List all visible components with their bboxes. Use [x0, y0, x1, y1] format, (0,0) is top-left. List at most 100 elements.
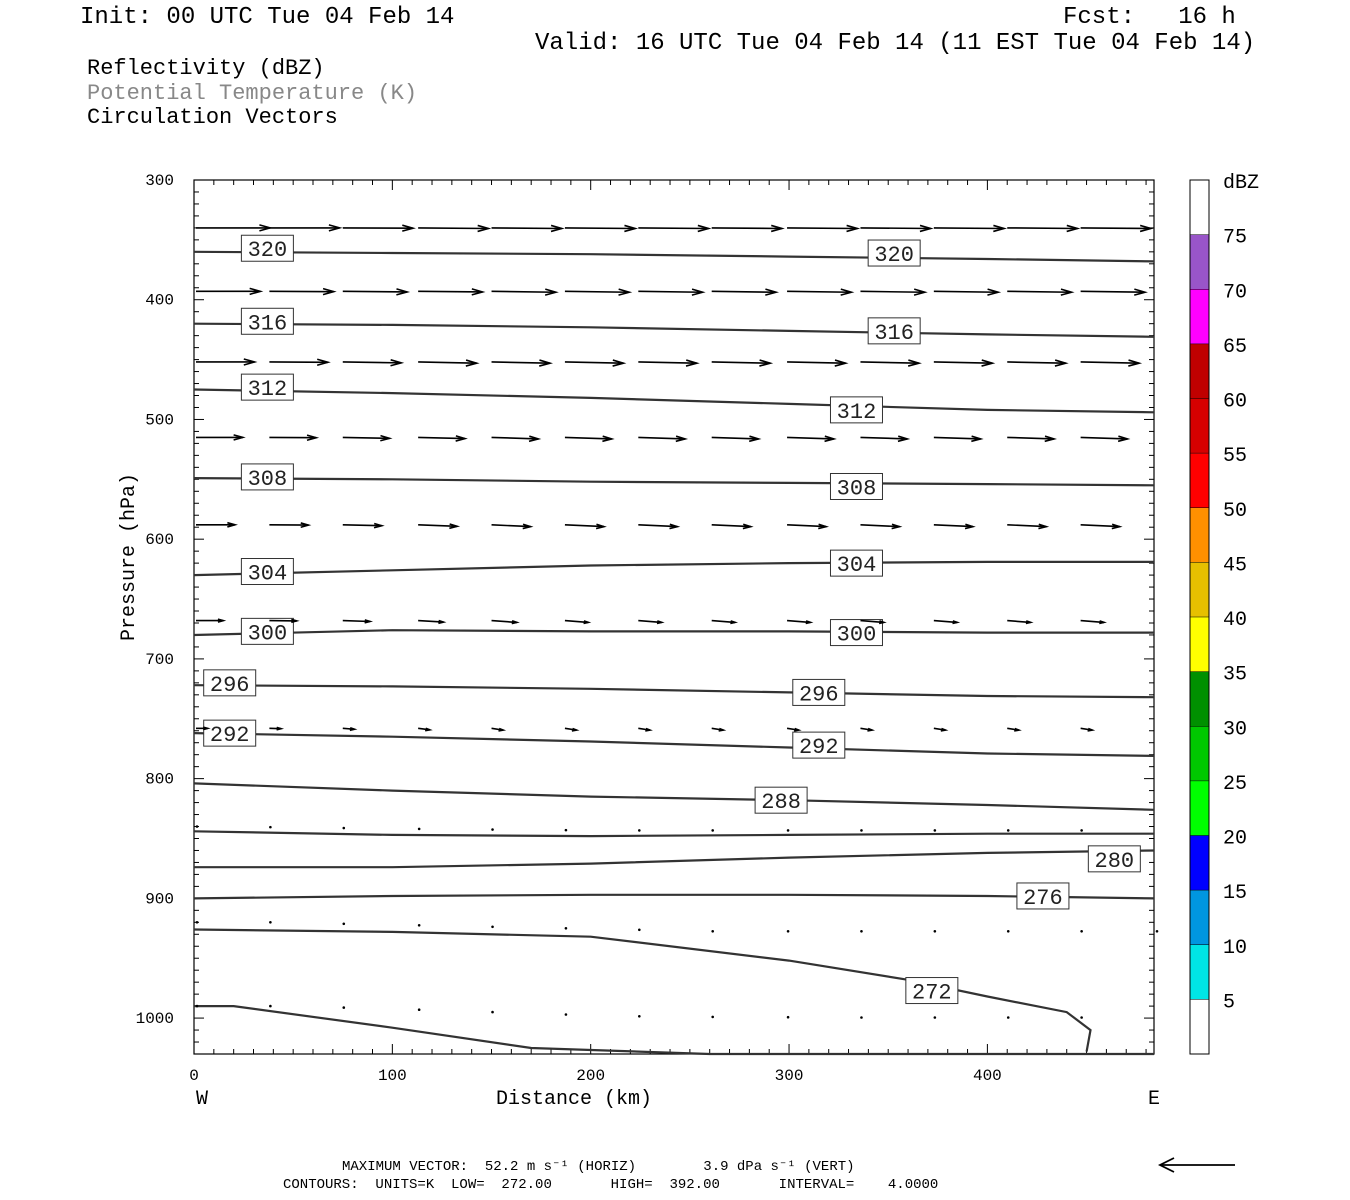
vector-head [818, 523, 830, 530]
y-tick-label: 800 [145, 771, 174, 789]
y-tick-label: 600 [145, 531, 174, 549]
circulation-vector [933, 727, 949, 732]
vector-head [306, 434, 320, 442]
axes: 0 100 200 300 400 300 400 500 600 700 800 900 1000 Di… [118, 172, 1160, 1111]
circulation-vector [564, 523, 607, 530]
circulation-vector [342, 224, 416, 232]
init-time: Init: 00 UTC Tue 04 Feb 14 [80, 4, 455, 31]
vector-head [624, 224, 639, 233]
circulation-vector [417, 827, 421, 831]
colorbar-segment [1190, 944, 1209, 1000]
circulation-vector [1007, 224, 1081, 233]
circulation-vector [787, 224, 861, 233]
circulation-vector [933, 930, 937, 933]
circulation-vector [491, 224, 565, 233]
circulation-vector [491, 288, 559, 296]
vector-dot [269, 921, 272, 924]
colorbar-segment [1190, 617, 1209, 672]
circulation-vector [711, 523, 754, 530]
forecast-hour: Fcst: 16 h [1063, 4, 1236, 31]
vector-head [203, 726, 211, 731]
contour-label-box [240, 558, 294, 586]
vector-shaft [933, 436, 981, 440]
colorbar-segment [1190, 671, 1209, 727]
vector-head [952, 620, 961, 625]
vector-shaft [638, 227, 709, 230]
circulation-vector [1080, 288, 1148, 296]
vector-head [276, 726, 285, 731]
vector-head [805, 620, 814, 625]
circulation-vector [787, 359, 849, 367]
contour-label-box [1016, 882, 1070, 910]
vector-head [748, 435, 762, 443]
vector-dot [1080, 1016, 1083, 1019]
colorbar-label: 55 [1223, 445, 1247, 468]
vector-head [498, 727, 507, 732]
y-tick-label: 500 [145, 411, 174, 429]
circulation-vector [787, 435, 837, 443]
circulation-vector [196, 224, 274, 232]
vector-shaft [1080, 619, 1105, 624]
vector-shaft [491, 619, 517, 624]
circulation-vector [564, 828, 568, 832]
vector-shaft [564, 361, 624, 364]
vector-head [390, 359, 405, 367]
circulation-vector [933, 619, 961, 625]
colorbar-segment [1190, 562, 1209, 617]
contour-label-box [240, 373, 294, 401]
colorbar-segment [1190, 398, 1209, 454]
vector-dot [638, 928, 641, 932]
circulation-vector [860, 435, 911, 443]
contour-label-box [829, 549, 883, 577]
circulation-vector [196, 726, 211, 731]
circulation-vector [269, 358, 331, 367]
vector-head [449, 523, 461, 530]
vector-shaft [418, 290, 483, 293]
vector-dot [860, 930, 863, 933]
contour-label-box [203, 669, 257, 697]
colorbar-label: 10 [1223, 937, 1247, 960]
west-label: W [196, 1088, 208, 1111]
vector-head [349, 727, 358, 732]
circulation-vector [1007, 727, 1022, 732]
vector-shaft [491, 361, 551, 364]
circulation-vector [1155, 930, 1159, 933]
circulation-vector [342, 1006, 346, 1009]
circulation-vector [860, 1016, 863, 1019]
reference-vector-arrow [1157, 1157, 1235, 1173]
circulation-vector [342, 826, 346, 830]
vector-dot [417, 924, 421, 927]
circulation-vector [269, 224, 343, 232]
circulation-vector [418, 619, 447, 625]
vector-head [878, 620, 887, 625]
colorbar-label: 40 [1223, 609, 1247, 632]
circulation-vector [491, 828, 494, 831]
circulation-vector [564, 1013, 568, 1016]
vector-shaft [564, 619, 589, 624]
vector-shaft [342, 436, 390, 440]
colorbar-segment [1190, 890, 1209, 945]
vector-dot [711, 1015, 715, 1019]
vector-dot [711, 930, 715, 933]
vector-shaft [342, 361, 402, 364]
vector-head [550, 224, 565, 233]
contour-label-box [829, 396, 883, 424]
valid-time: Valid: 16 UTC Tue 04 Feb 14 (11 EST Tue … [535, 30, 1256, 57]
circulation-vector [269, 287, 337, 296]
circulation-vector [786, 829, 790, 832]
vector-shaft [342, 290, 408, 293]
vector-shaft [342, 619, 371, 623]
contour-label: 316 [874, 321, 914, 346]
vector-head [1128, 359, 1143, 367]
circulation-vector [1007, 435, 1058, 443]
vector-head [691, 288, 706, 296]
vector-shaft [564, 524, 604, 528]
vector-head [840, 288, 855, 296]
vector-shaft [860, 227, 931, 230]
vector-head [742, 523, 754, 530]
isentrope-312 [193, 388, 1155, 414]
contour-label-box [867, 239, 921, 267]
vector-dot [564, 828, 568, 832]
vector-head [471, 288, 486, 296]
